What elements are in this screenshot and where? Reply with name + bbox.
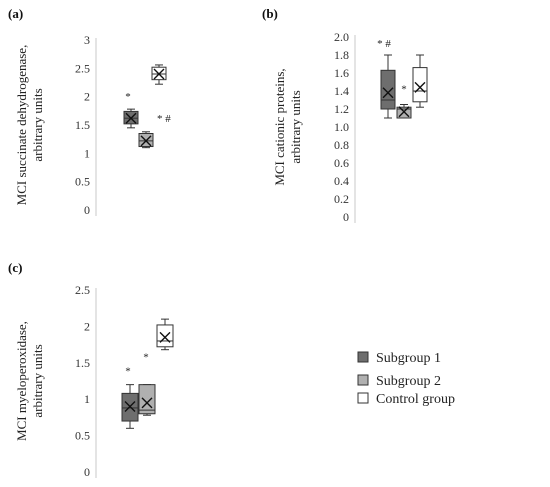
mean-marker (124, 400, 136, 412)
y-tick-label: 0.5 (75, 429, 90, 443)
y-axis-label-line: MCI myeloperoxidase, (14, 321, 29, 441)
y-axis-label-line: arbitrary units (30, 344, 45, 417)
box-iqr (380, 69, 396, 110)
y-axis-label: MCI succinate dehydrogenase,arbitrary un… (14, 45, 45, 206)
chart-panel-0: (a) 0 0.5 1 1.5 2 2.5 3 MCI succinate dehydrogen… (8, 6, 171, 217)
box-iqr (412, 67, 428, 103)
y-tick-label: 1.5 (75, 356, 90, 370)
significance-annotation: * (143, 352, 149, 364)
legend: Subgroup 1 Subgroup 2 Control group (357, 351, 455, 407)
mean-marker (382, 87, 394, 99)
legend-swatch-control (357, 392, 369, 404)
y-tick-label: 2.0 (334, 30, 349, 44)
box-control (412, 54, 428, 108)
chart-panel-1: (b) 0 0.2 0.4 0.6 0.8 1.0 1.2 1.4 1.6 1.8 2.0 MCI ca… (262, 6, 428, 224)
box-subgroup2: * (396, 84, 412, 119)
y-tick-label: 0.6 (334, 156, 349, 170)
y-tick-label: 1 (84, 392, 90, 406)
y-tick-label: 0 (343, 210, 349, 224)
significance-annotation: * # (377, 38, 391, 50)
y-axis-label: MCI myeloperoxidase,arbitrary units (14, 321, 45, 441)
significance-annotation: * (125, 91, 131, 103)
mean-marker (125, 112, 137, 124)
y-tick-label: 2.5 (75, 61, 90, 75)
y-tick-label: 1.4 (334, 84, 349, 98)
chart-panel-2: (c) 0 0.5 1 1.5 2 2.5 MCI myeloperoxidase,arbit… (8, 260, 174, 479)
box-iqr (138, 384, 156, 415)
mean-marker (140, 135, 152, 147)
legend-swatch-subgroup1 (357, 351, 369, 363)
significance-annotation: * # (157, 113, 171, 125)
box-subgroup2: * (138, 352, 156, 416)
y-tick-label: 0.8 (334, 138, 349, 152)
y-tick-label: 1.8 (334, 48, 349, 62)
legend-label-control: Control group (376, 392, 455, 407)
y-tick-label: 2 (84, 90, 90, 104)
legend-label-subgroup2: Subgroup 2 (376, 374, 441, 389)
box-iqr (156, 324, 174, 348)
panel-label: (a) (8, 6, 23, 21)
y-tick-label: 0 (84, 203, 90, 217)
box-control (156, 318, 174, 351)
y-axis-label-line: MCI cationic proteins, (272, 68, 287, 185)
mean-marker (141, 397, 153, 409)
y-axis-label-line: arbitrary units (288, 90, 303, 163)
mean-marker (398, 106, 410, 118)
y-tick-label: 0.5 (75, 175, 90, 189)
y-tick-label: 0.4 (334, 174, 349, 188)
significance-annotation: * (401, 84, 407, 96)
box-subgroup1: * (123, 91, 139, 129)
y-axis-label-line: arbitrary units (30, 88, 45, 161)
y-tick-label: 1.5 (75, 118, 90, 132)
y-tick-label: 0.2 (334, 192, 349, 206)
significance-annotation: * (125, 366, 131, 378)
y-tick-label: 1 (84, 146, 90, 160)
y-tick-label: 1.6 (334, 66, 349, 80)
box-subgroup1: * # (377, 38, 396, 119)
y-tick-label: 1.2 (334, 102, 349, 116)
y-axis-label: MCI cationic proteins,arbitrary units (272, 68, 303, 185)
y-tick-label: 1.0 (334, 120, 349, 134)
box-control (151, 64, 167, 85)
panel-label: (b) (262, 6, 278, 21)
y-tick-label: 2.5 (75, 283, 90, 297)
box-subgroup1: * (121, 366, 139, 429)
legend-label-subgroup1: Subgroup 1 (376, 351, 441, 366)
box-subgroup2: * # (138, 113, 171, 149)
panel-label: (c) (8, 260, 22, 275)
y-tick-label: 2 (84, 319, 90, 333)
mean-marker (414, 81, 426, 93)
mean-marker (159, 331, 171, 343)
legend-swatch-subgroup2 (357, 374, 369, 386)
mean-marker (153, 68, 165, 80)
y-axis-label-line: MCI succinate dehydrogenase, (14, 45, 29, 206)
y-tick-label: 0 (84, 465, 90, 479)
y-tick-label: 3 (84, 33, 90, 47)
